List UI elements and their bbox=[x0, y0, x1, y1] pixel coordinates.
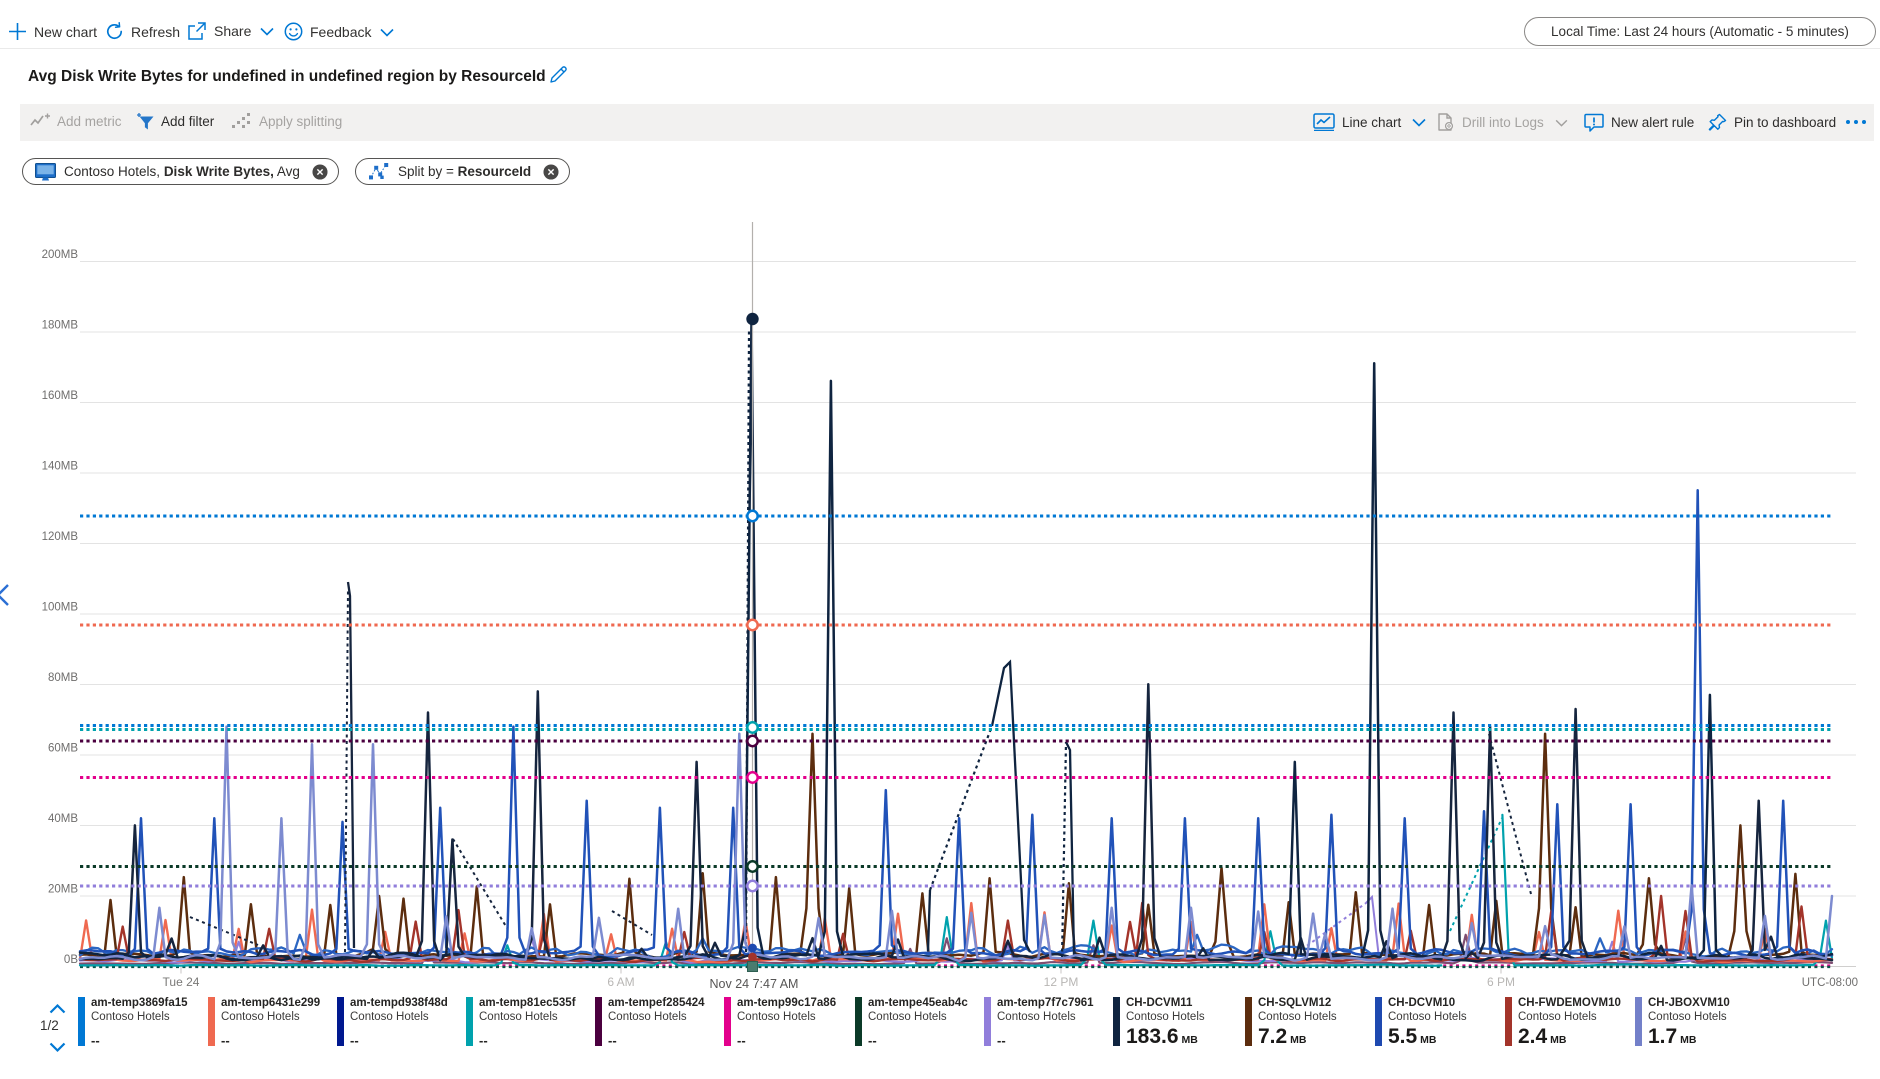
svg-text:Nov 24 7:47 AM: Nov 24 7:47 AM bbox=[710, 977, 799, 991]
svg-text:UTC-08:00: UTC-08:00 bbox=[1802, 977, 1858, 989]
svg-text:6 PM: 6 PM bbox=[1487, 975, 1515, 989]
svg-text:100MB: 100MB bbox=[42, 602, 79, 614]
svg-text:40MB: 40MB bbox=[48, 813, 78, 825]
svg-text:0B: 0B bbox=[64, 954, 78, 966]
svg-text:200MB: 200MB bbox=[42, 249, 79, 261]
svg-text:180MB: 180MB bbox=[42, 320, 79, 332]
svg-text:60MB: 60MB bbox=[48, 743, 78, 755]
svg-text:Tue 24: Tue 24 bbox=[163, 975, 200, 989]
svg-text:12 PM: 12 PM bbox=[1044, 975, 1079, 989]
svg-text:160MB: 160MB bbox=[42, 390, 79, 402]
svg-text:6 AM: 6 AM bbox=[607, 975, 634, 989]
svg-text:120MB: 120MB bbox=[42, 531, 79, 543]
svg-text:140MB: 140MB bbox=[42, 461, 79, 473]
svg-text:80MB: 80MB bbox=[48, 672, 78, 684]
svg-text:20MB: 20MB bbox=[48, 884, 78, 896]
